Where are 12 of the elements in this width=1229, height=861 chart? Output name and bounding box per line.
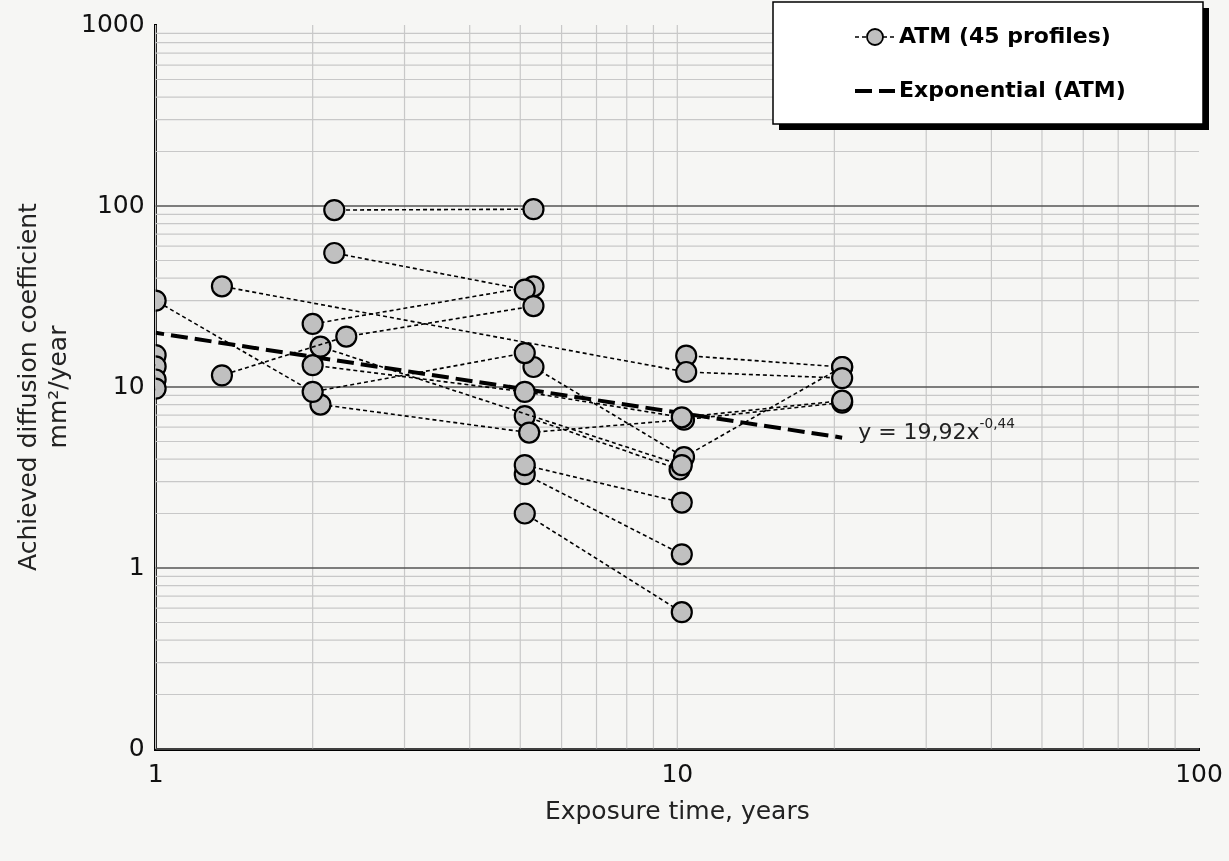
- x-tick-label: 1: [147, 758, 164, 788]
- legend-label: ATM (45 profiles): [899, 22, 1111, 48]
- y-tick-label: 1000: [81, 8, 145, 38]
- y-tick-label: 0: [128, 732, 145, 762]
- y-tick-label: 10: [112, 370, 145, 400]
- x-tick-label: 100: [1175, 758, 1223, 788]
- x-axis-title: Exposure time, years: [544, 795, 810, 825]
- y-axis-title: Achieved diffusion coefficient mm²/year: [12, 202, 72, 571]
- x-tick-label: 10: [661, 758, 694, 788]
- y-tick-label: 1: [128, 551, 145, 581]
- legend-label: Exponential (ATM): [899, 76, 1126, 102]
- y-tick-label: 100: [96, 189, 145, 219]
